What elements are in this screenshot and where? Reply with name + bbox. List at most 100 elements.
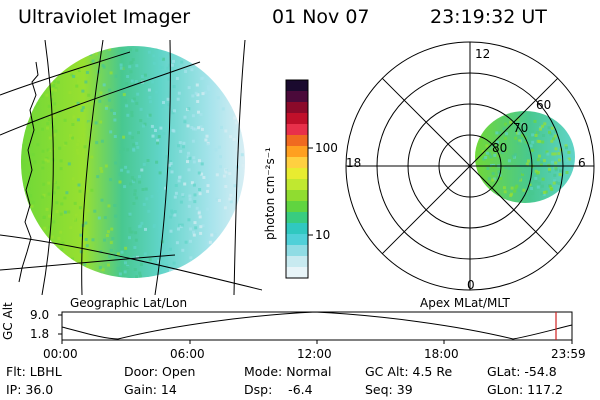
- speckle-cell: [505, 132, 509, 136]
- speckle-cell: [99, 167, 103, 170]
- speckle-cell: [188, 156, 192, 160]
- speckle-cell: [49, 59, 53, 63]
- speckle-cell: [180, 223, 184, 227]
- speckle-cell: [75, 264, 79, 268]
- speckle-cell: [56, 186, 60, 190]
- speckle-cell: [502, 186, 506, 190]
- speckle-cell: [237, 261, 241, 264]
- speckle-cell: [536, 139, 540, 143]
- speckle-cell: [552, 137, 556, 141]
- speckle-cell: [518, 177, 521, 181]
- speckle-cell: [542, 191, 546, 194]
- speckle-cell: [84, 238, 88, 241]
- speckle-cell: [26, 271, 30, 275]
- speckle-cell: [557, 152, 561, 156]
- speckle-cell: [146, 114, 150, 118]
- speckle-cell: [143, 122, 147, 126]
- speckle-cell: [546, 152, 550, 156]
- speckle-cell: [192, 230, 195, 234]
- speckle-cell: [159, 56, 163, 60]
- speckle-cell: [33, 252, 37, 256]
- ip-info: IP: 36.0: [6, 382, 54, 397]
- polar-emission-speckle: [481, 117, 571, 197]
- speckle-cell: [50, 235, 54, 239]
- speckle-cell: [128, 227, 132, 231]
- speckle-cell: [534, 180, 538, 184]
- speckle-cell: [39, 59, 43, 63]
- speckle-cell: [95, 141, 99, 145]
- geographic-longitude-info: GLon: 117.2: [487, 382, 563, 397]
- mode-info: Mode: Normal: [244, 364, 332, 379]
- speckle-cell: [90, 188, 94, 192]
- speckle-cell: [173, 195, 177, 199]
- speckle-cell: [130, 176, 134, 180]
- speckle-cell: [534, 134, 538, 137]
- speckle-cell: [69, 226, 73, 230]
- speckle-cell: [79, 68, 83, 72]
- speckle-cell: [497, 170, 501, 174]
- speckle-cell: [539, 163, 543, 167]
- speckle-cell: [224, 170, 228, 174]
- speckle-cell: [32, 131, 36, 135]
- speckle-cell: [126, 113, 130, 117]
- speckle-cell: [41, 149, 45, 153]
- speckle-cell: [85, 71, 89, 74]
- speckle-cell: [238, 217, 242, 221]
- speckle-cell: [241, 197, 245, 201]
- speckle-cell: [521, 133, 525, 137]
- speckle-cell: [27, 170, 31, 174]
- speckle-cell: [69, 134, 72, 138]
- mlat-label-60: 60: [536, 98, 552, 112]
- speckle-cell: [63, 118, 67, 122]
- colorbar-segment: [286, 91, 308, 103]
- speckle-cell: [550, 126, 554, 130]
- speckle-cell: [142, 162, 146, 166]
- speckle-cell: [157, 189, 161, 193]
- speckle-cell: [183, 120, 187, 124]
- speckle-cell: [21, 93, 25, 97]
- speckle-cell: [200, 59, 204, 63]
- speckle-cell: [147, 50, 151, 54]
- speckle-cell: [119, 66, 123, 70]
- speckle-cell: [242, 219, 245, 223]
- speckle-cell: [154, 129, 157, 132]
- dsp-info: Dsp: -6.4: [244, 382, 313, 397]
- speckle-cell: [504, 136, 508, 140]
- speckle-cell: [133, 189, 137, 193]
- speckle-cell: [187, 218, 191, 222]
- speckle-cell: [95, 52, 99, 56]
- speckle-cell: [41, 166, 45, 170]
- speckle-cell: [54, 129, 58, 133]
- speckle-cell: [35, 52, 39, 56]
- speckle-cell: [110, 227, 114, 231]
- speckle-cell: [179, 200, 183, 204]
- speckle-cell: [242, 193, 245, 197]
- speckle-cell: [565, 171, 569, 174]
- speckle-cell: [110, 108, 114, 112]
- speckle-cell: [554, 168, 558, 172]
- speckle-cell: [113, 112, 116, 115]
- colorbar-segment: [286, 124, 308, 136]
- speckle-cell: [57, 237, 61, 240]
- speckle-cell: [517, 188, 521, 192]
- speckle-cell: [190, 181, 194, 185]
- speckle-cell: [174, 184, 178, 187]
- speckle-cell: [102, 83, 106, 87]
- speckle-cell: [178, 175, 181, 179]
- speckle-cell: [198, 188, 202, 191]
- speckle-cell: [109, 71, 113, 75]
- speckle-cell: [228, 197, 232, 201]
- speckle-cell: [51, 253, 54, 257]
- speckle-cell: [25, 88, 29, 92]
- speckle-cell: [163, 197, 167, 201]
- speckle-cell: [194, 270, 198, 274]
- speckle-cell: [94, 121, 98, 125]
- speckle-cell: [89, 52, 93, 56]
- speckle-cell: [56, 80, 60, 84]
- altitude-ylabel: GC Alt: [1, 302, 15, 340]
- speckle-cell: [130, 79, 134, 83]
- speckle-cell: [537, 181, 541, 185]
- speckle-cell: [106, 230, 110, 234]
- filter-info: Flt: LBHL: [6, 364, 62, 379]
- speckle-cell: [47, 181, 51, 185]
